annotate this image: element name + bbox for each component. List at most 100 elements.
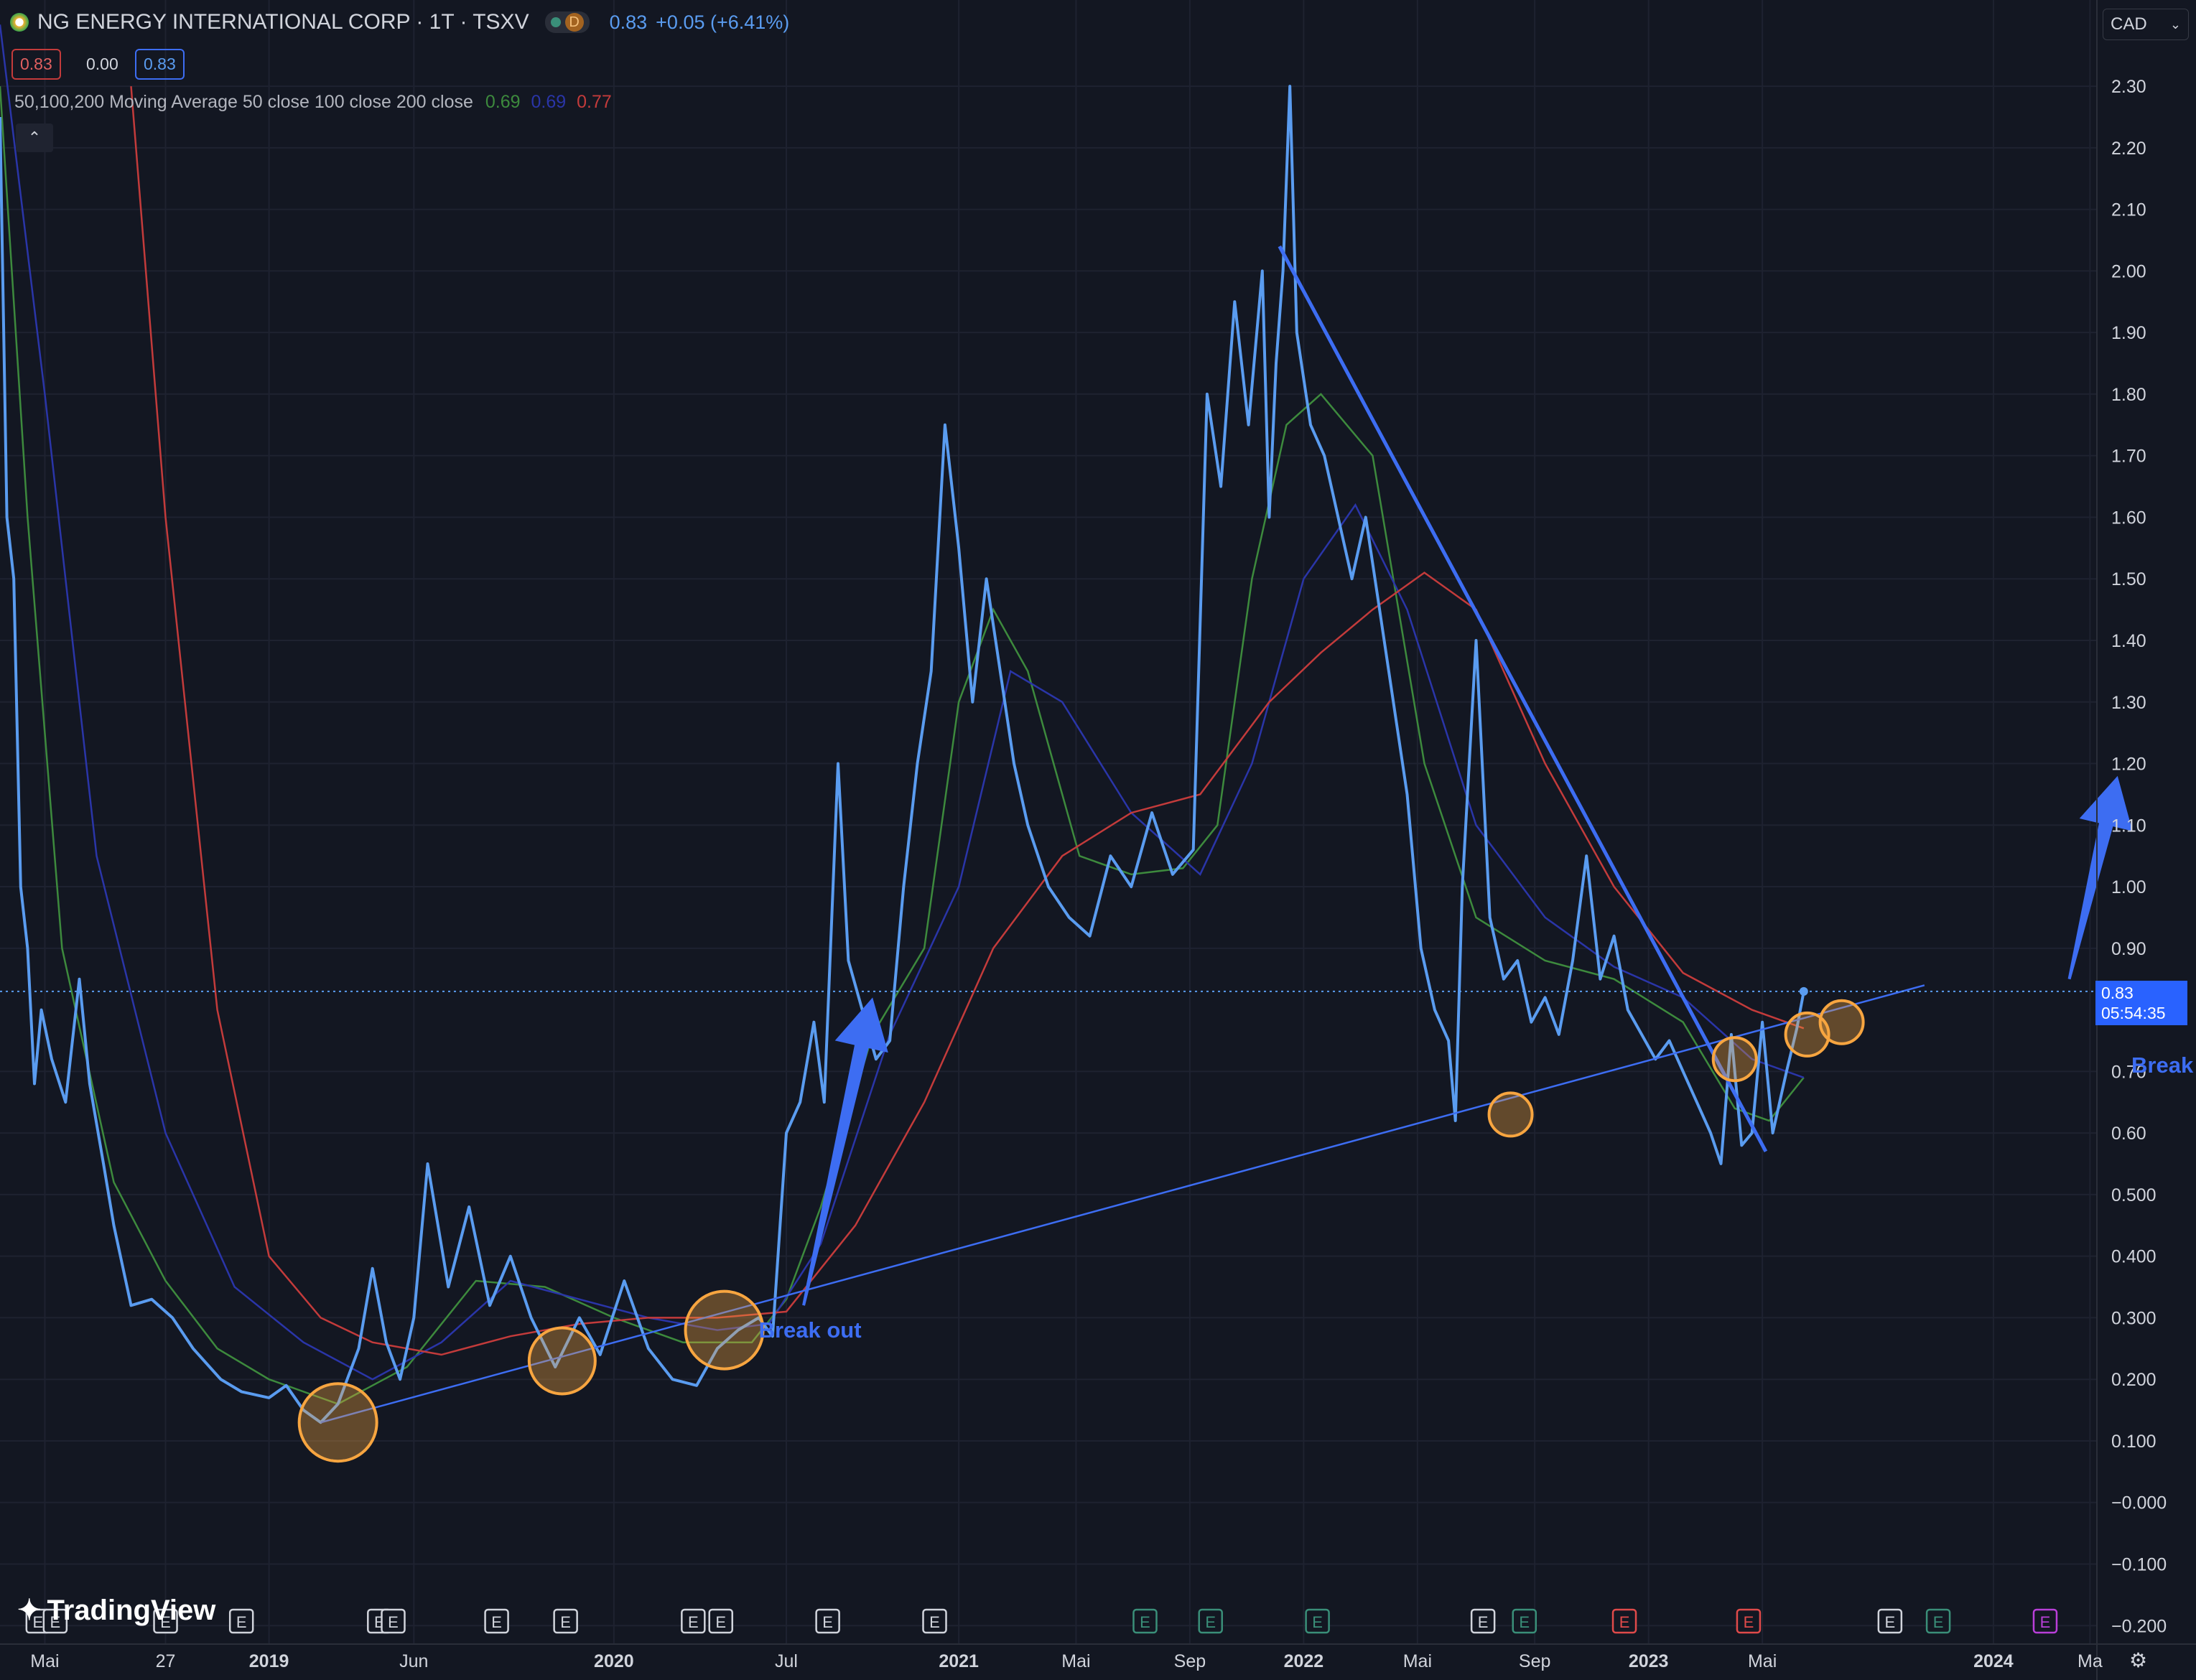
highlight-circle [1487, 1091, 1534, 1138]
spread-value: 0.00 [86, 55, 118, 73]
earnings-marker-label: E [1744, 1613, 1754, 1631]
earnings-marker[interactable]: E [708, 1608, 733, 1634]
tradingview-logo-icon: ✦ [17, 1595, 42, 1626]
earnings-marker[interactable]: E [1470, 1608, 1496, 1634]
earnings-marker-label: E [688, 1613, 699, 1631]
earnings-marker[interactable]: E [42, 1608, 68, 1634]
price-tick-label: 2.30 [2111, 77, 2146, 97]
earnings-marker-box [1470, 1608, 1496, 1634]
ma200-value: 0.77 [577, 92, 612, 112]
earnings-marker-label: E [491, 1613, 502, 1631]
earnings-marker-label: E [1478, 1613, 1489, 1631]
price-tick-label: 1.10 [2111, 816, 2146, 836]
earnings-marker[interactable]: E [2032, 1608, 2058, 1634]
earnings-marker[interactable]: E [1512, 1608, 1537, 1634]
earnings-marker-label: E [715, 1613, 726, 1631]
earnings-marker[interactable]: E [922, 1608, 947, 1634]
chart-drawings[interactable] [297, 245, 2133, 1463]
earnings-marker[interactable]: E [553, 1608, 578, 1634]
market-status-toggle[interactable]: D [544, 11, 590, 33]
earnings-marker-box [1512, 1608, 1537, 1634]
earnings-marker-box [2032, 1608, 2058, 1634]
breakout-label-1[interactable]: Break out [758, 1317, 862, 1343]
earnings-marker-box [1925, 1608, 1951, 1634]
earnings-marker-label: E [1140, 1613, 1150, 1631]
time-axis[interactable]: Mai 27 2019 Jun 2020 Jul 2021 Mai Sep 2022 Mai Sep 2… [0, 1643, 2196, 1671]
price-tick-label: 1.40 [2111, 631, 2146, 651]
time-tick-label: Mai [30, 1651, 59, 1671]
time-tick-label: Ma [2078, 1651, 2103, 1671]
price-tick-label: 0.70 [2111, 1062, 2146, 1082]
earnings-marker-label: E [50, 1613, 60, 1631]
earnings-marker[interactable]: E [1611, 1608, 1637, 1634]
header-change: +0.05 (+6.41%) [656, 11, 790, 33]
price-tick-label: 1.70 [2111, 447, 2146, 467]
sell-price-button[interactable]: 0.83 [11, 49, 61, 80]
settings-gear-icon[interactable]: ⚙ [2129, 1649, 2148, 1671]
breakout-arrow [802, 997, 888, 1306]
earnings-marker-box [1611, 1608, 1637, 1634]
earnings-marker-box [922, 1608, 947, 1634]
earnings-marker[interactable]: E [1132, 1608, 1158, 1634]
earnings-marker[interactable]: E [1198, 1608, 1223, 1634]
earnings-marker-label: E [1205, 1613, 1216, 1631]
indicator-label: 50,100,200 Moving Average 50 close 100 c… [14, 92, 473, 112]
highlight-circle [684, 1289, 765, 1371]
earnings-marker-label: E [160, 1613, 171, 1631]
time-tick-label: 2022 [1284, 1651, 1324, 1671]
price-tick-label: 1.50 [2111, 569, 2146, 589]
earnings-marker-label: E [388, 1613, 399, 1631]
support-trendline [320, 984, 1925, 1424]
breakout-label-2[interactable]: Break out [2131, 1052, 2196, 1078]
price-tick-label: 0.400 [2111, 1247, 2157, 1267]
symbol-logo-icon [10, 13, 29, 32]
currency-selector[interactable]: CAD ⌄ [2103, 9, 2189, 40]
earnings-marker[interactable]: E [1305, 1608, 1330, 1634]
earnings-marker-label: E [929, 1613, 940, 1631]
time-tick-label: 2021 [939, 1651, 979, 1671]
ma50-line [0, 86, 1805, 1405]
earnings-marker[interactable]: E [484, 1608, 509, 1634]
earnings-marker[interactable]: E [815, 1608, 840, 1634]
price-tick-label: 1.20 [2111, 755, 2146, 775]
time-tick-label: Mai [1403, 1651, 1432, 1671]
indicator-legend[interactable]: 50,100,200 Moving Average 50 close 100 c… [14, 92, 612, 113]
earnings-marker[interactable]: E [1877, 1608, 1903, 1634]
earnings-marker-label: E [1884, 1613, 1895, 1631]
earnings-marker[interactable]: E [228, 1608, 254, 1634]
earnings-marker[interactable]: E [1925, 1608, 1951, 1634]
tradingview-logo-text: TradingView [47, 1594, 216, 1626]
price-axis[interactable]: 2.30 2.20 2.10 2.00 1.90 1.80 1.70 1.60 1.50 1.40… [2096, 0, 2167, 1680]
time-tick-label: 27 [156, 1651, 176, 1671]
price-tick-label: −0.200 [2111, 1616, 2167, 1636]
symbol-title[interactable]: NG ENERGY INTERNATIONAL CORP · 1T · TSXV [37, 10, 529, 34]
earnings-marker-box [1877, 1608, 1903, 1634]
current-price-value: 0.83 [2101, 984, 2134, 1002]
earnings-marker-box [1132, 1608, 1158, 1634]
tradingview-logo[interactable]: ✦ TradingView [17, 1594, 215, 1627]
earnings-marker-box [42, 1608, 68, 1634]
earnings-marker[interactable]: E [681, 1608, 706, 1634]
ma50-value: 0.69 [485, 92, 521, 112]
header-price: 0.83 [609, 11, 648, 33]
ma100-line [0, 24, 1805, 1381]
time-tick-label: Jun [399, 1651, 428, 1671]
collapse-legend-button[interactable]: ⌃ [16, 123, 53, 152]
price-tick-label: 0.300 [2111, 1308, 2157, 1328]
highlight-circle [297, 1382, 378, 1463]
earnings-marker-box [708, 1608, 733, 1634]
earnings-marker[interactable]: E [381, 1608, 406, 1634]
price-tick-label: 0.200 [2111, 1370, 2157, 1390]
earnings-marker[interactable]: E [1736, 1608, 1762, 1634]
earnings-marker-label: E [560, 1613, 571, 1631]
time-tick-label: Mai [1748, 1651, 1777, 1671]
time-tick-label: 2024 [1973, 1651, 2014, 1671]
current-price-tag: 0.83 05:54:35 [2095, 981, 2187, 1025]
earnings-marker-box [153, 1608, 178, 1634]
buy-price-button[interactable]: 0.83 [135, 49, 185, 80]
earnings-marker[interactable]: E [153, 1608, 178, 1634]
earnings-marker-box [381, 1608, 406, 1634]
